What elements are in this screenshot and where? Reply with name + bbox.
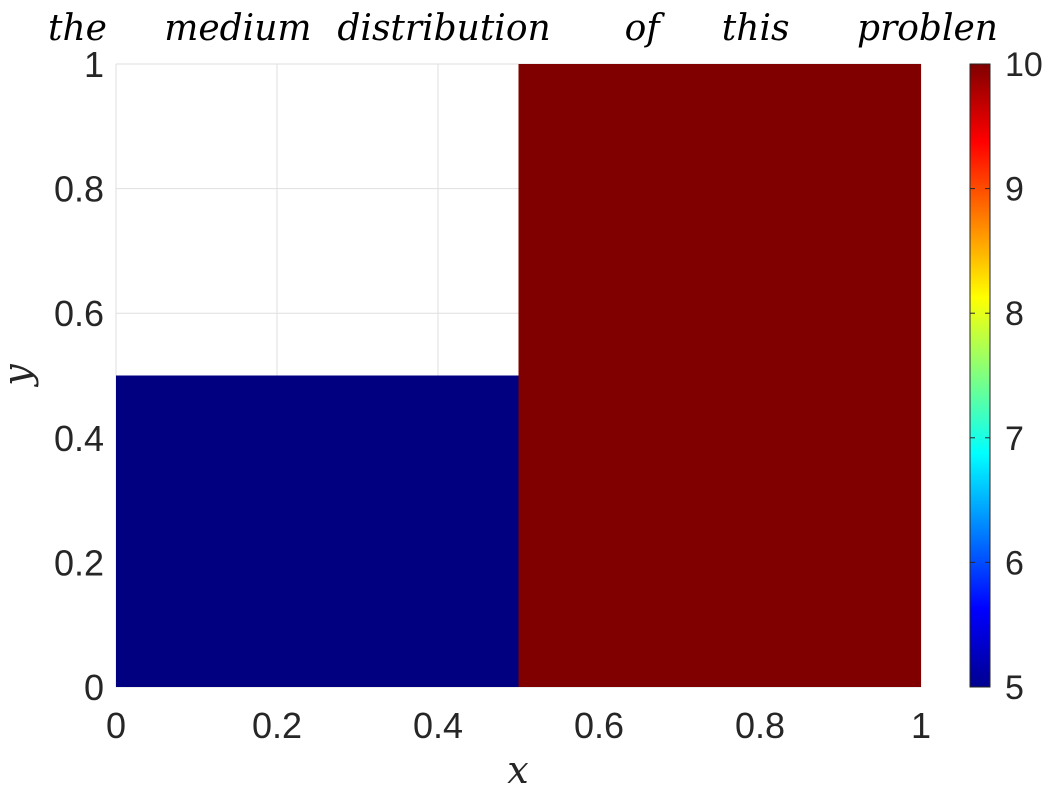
x-axis-label: x: [507, 748, 528, 785]
y-tick-label: 0.2: [54, 542, 104, 583]
title-word: medium: [164, 8, 311, 49]
x-tick-label: 1: [911, 705, 931, 746]
colorbar-tick-label: 7: [1005, 420, 1024, 458]
colorbar-tick-label: 10: [1005, 46, 1043, 84]
y-tick-label: 1: [84, 44, 104, 85]
colorbar: 5 6 7 8 9 10: [969, 46, 1043, 707]
y-axis-ticks: 0 0.2 0.4 0.6 0.8 1: [54, 44, 104, 708]
colorbar-tick-label: 8: [1005, 295, 1024, 333]
x-tick-label: 0: [106, 705, 126, 746]
title-word: of: [625, 8, 666, 49]
heatmap-region-value-10: [518, 64, 921, 687]
plot-area: 0 0.2 0.4 0.6 0.8 1 0 0.2 0.4 0.6 0.8 1: [54, 44, 931, 746]
colorbar-tick-label: 5: [1005, 669, 1024, 707]
title-word: problen: [857, 8, 998, 49]
colorbar-gradient: [969, 63, 991, 688]
colorbar-tick-label: 9: [1005, 171, 1024, 209]
x-tick-label: 0.4: [413, 705, 463, 746]
y-tick-label: 0.8: [54, 169, 104, 210]
y-tick-label: 0.4: [54, 418, 104, 459]
colorbar-tick-label: 6: [1005, 544, 1024, 582]
chart-title: the medium distribution of this problen: [48, 8, 998, 49]
heatmap-region-value-5: [116, 375, 519, 687]
x-axis-ticks: 0 0.2 0.4 0.6 0.8 1: [106, 705, 931, 746]
x-tick-label: 0.2: [252, 705, 302, 746]
y-tick-label: 0.6: [54, 293, 104, 334]
x-tick-label: 0.6: [574, 705, 624, 746]
title-word: the: [48, 8, 107, 49]
y-axis-label: y: [0, 364, 39, 388]
colorbar-ticks: 5 6 7 8 9 10: [970, 46, 1043, 707]
title-word: distribution: [337, 8, 550, 49]
x-tick-label: 0.8: [735, 705, 785, 746]
y-tick-label: 0: [84, 667, 104, 708]
heatmap-regions: [116, 64, 921, 687]
title-word: this: [722, 8, 790, 49]
